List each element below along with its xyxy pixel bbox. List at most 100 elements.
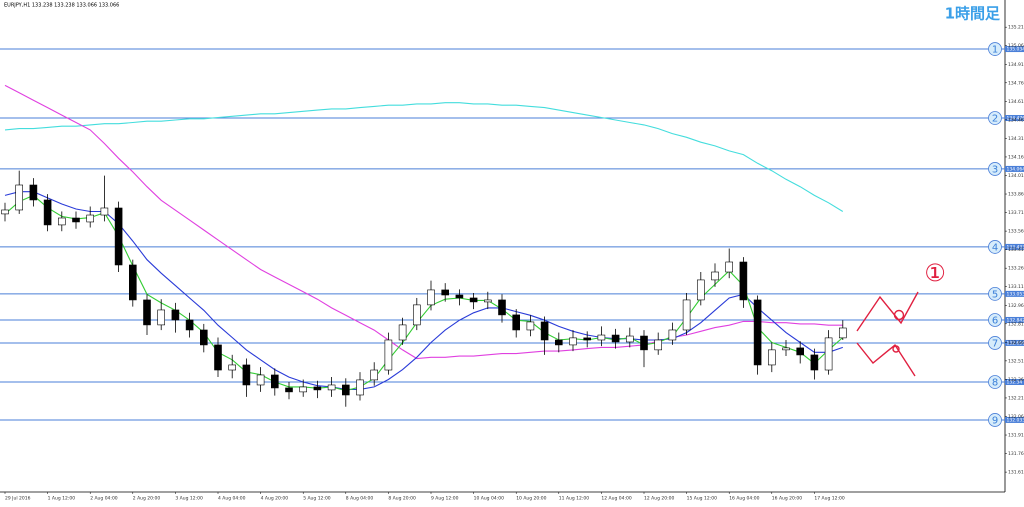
candle-body <box>555 340 562 345</box>
candle-body <box>328 385 335 390</box>
y-tick-label: 131.611 <box>1008 470 1024 476</box>
y-tick-label: 133.861 <box>1008 192 1024 198</box>
y-tick-label: 134.161 <box>1008 154 1024 160</box>
candle-body <box>797 348 804 355</box>
candle-body <box>101 208 108 215</box>
candle-body <box>413 305 420 325</box>
candle-body <box>87 215 94 222</box>
y-tick-label: 133.111 <box>1008 284 1024 290</box>
candle-body <box>839 328 846 338</box>
candle-body <box>399 325 406 340</box>
candle-body <box>768 350 775 365</box>
x-tick-label: 17 Aug 12:00 <box>814 496 844 502</box>
candle-body <box>342 385 349 395</box>
x-tick-label: 16 Aug 20:00 <box>772 496 802 502</box>
y-tick-label: 133.411 <box>1008 247 1024 253</box>
candle-body <box>726 262 733 272</box>
x-tick-label: 3 Aug 12:00 <box>175 496 203 502</box>
candle-body <box>499 300 506 315</box>
x-tick-label: 16 Aug 04:00 <box>729 496 759 502</box>
candle-body <box>44 200 51 225</box>
candle-body <box>144 300 151 325</box>
level-number: 2 <box>992 114 998 125</box>
candle-body <box>626 336 633 342</box>
candle-body <box>584 338 591 340</box>
level-number: 7 <box>992 338 998 349</box>
level-number: 6 <box>992 315 998 326</box>
candle-body <box>655 340 662 350</box>
y-tick-label: 132.061 <box>1008 414 1024 420</box>
level-number: 4 <box>992 242 998 253</box>
candle-body <box>598 335 605 340</box>
y-tick-label: 135.211 <box>1008 25 1024 31</box>
y-tick-label: 133.711 <box>1008 210 1024 216</box>
candle-body <box>428 290 435 305</box>
candle-body <box>484 300 491 302</box>
y-tick-label: 131.761 <box>1008 451 1024 457</box>
x-tick-label: 10 Aug 04:00 <box>474 496 504 502</box>
candle-body <box>286 388 293 392</box>
candle-body <box>73 218 80 222</box>
y-tick-label: 131.911 <box>1008 433 1024 439</box>
y-tick-label: 134.911 <box>1008 62 1024 68</box>
y-tick-label: 132.961 <box>1008 303 1024 309</box>
level-number: 3 <box>992 164 998 175</box>
x-tick-label: 1 Aug 12:00 <box>48 496 76 502</box>
candle-body <box>783 348 790 350</box>
x-tick-label: 10 Aug 20:00 <box>516 496 546 502</box>
x-tick-label: 2 Aug 20:00 <box>133 496 161 502</box>
candle-body <box>229 365 236 370</box>
candle-body <box>243 365 250 385</box>
candle-body <box>115 208 122 265</box>
candle-body <box>456 295 463 298</box>
candle-body <box>442 290 449 295</box>
x-tick-label: 12 Aug 20:00 <box>644 496 674 502</box>
level-price: 133.053 <box>1007 291 1024 297</box>
x-tick-label: 8 Aug 20:00 <box>388 496 416 502</box>
candle-body <box>2 210 9 214</box>
level-number: 9 <box>992 415 998 426</box>
candle-body <box>271 375 278 388</box>
candle-body <box>314 387 321 390</box>
candle-body <box>513 315 520 330</box>
candle-body <box>527 322 534 330</box>
y-tick-label: 134.011 <box>1008 173 1024 179</box>
candle-body <box>30 185 37 200</box>
candle-body <box>697 280 704 300</box>
candle-body <box>811 355 818 370</box>
y-tick-label: 133.261 <box>1008 266 1024 272</box>
candle-body <box>371 370 378 380</box>
candle-body <box>58 218 65 225</box>
candle-body <box>158 310 165 325</box>
y-tick-label: 134.611 <box>1008 99 1024 105</box>
candle-body <box>683 300 690 330</box>
candle-body <box>257 375 264 385</box>
x-tick-label: 12 Aug 04:00 <box>601 496 631 502</box>
candle-body <box>712 272 719 280</box>
y-tick-label: 132.511 <box>1008 358 1024 364</box>
x-tick-label: 29 Jul 2016 <box>5 496 31 502</box>
y-tick-label: 135.061 <box>1008 43 1024 49</box>
x-tick-label: 2 Aug 04:00 <box>90 496 118 502</box>
candle-body <box>385 340 392 370</box>
y-tick-label: 132.811 <box>1008 321 1024 327</box>
candle-body <box>641 336 648 350</box>
candle-body <box>612 335 619 342</box>
level-number: 5 <box>992 289 998 300</box>
candle-body <box>186 320 193 330</box>
x-tick-label: 15 Aug 12:00 <box>687 496 717 502</box>
candle-body <box>215 345 222 370</box>
candle-body <box>16 185 23 210</box>
candle-body <box>669 330 676 340</box>
x-tick-label: 4 Aug 20:00 <box>261 496 289 502</box>
y-tick-label: 132.661 <box>1008 340 1024 346</box>
candle-body <box>740 262 747 300</box>
level-price: 134.064 <box>1007 166 1024 172</box>
y-tick-label: 132.211 <box>1008 395 1024 401</box>
x-tick-label: 5 Aug 12:00 <box>303 496 331 502</box>
scenario-annotation: ① <box>924 259 946 287</box>
candle-body <box>172 310 179 320</box>
level-number: 1 <box>992 45 998 56</box>
